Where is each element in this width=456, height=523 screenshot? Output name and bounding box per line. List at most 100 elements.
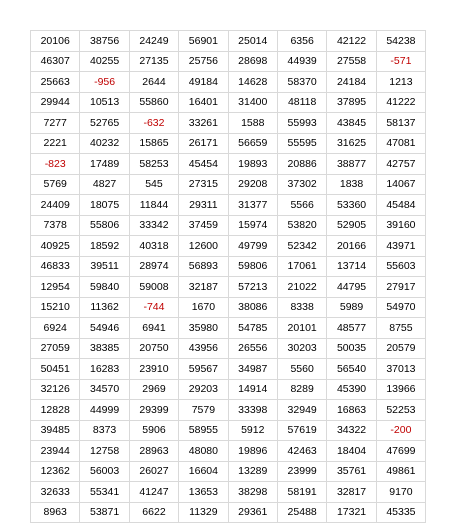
table-cell[interactable]: 2644 bbox=[128, 71, 180, 93]
table-cell[interactable]: 44795 bbox=[326, 276, 377, 298]
table-cell[interactable]: 55993 bbox=[276, 112, 328, 134]
table-cell[interactable]: 1670 bbox=[178, 296, 229, 318]
table-cell[interactable]: -956 bbox=[79, 71, 130, 93]
table-cell[interactable]: 59567 bbox=[178, 358, 229, 380]
table-cell[interactable]: 20886 bbox=[276, 153, 328, 175]
table-cell[interactable]: 16401 bbox=[178, 91, 229, 113]
table-cell[interactable]: 42122 bbox=[326, 30, 377, 52]
table-cell[interactable]: 45335 bbox=[375, 501, 427, 523]
table-cell[interactable]: 28963 bbox=[128, 440, 180, 462]
table-cell[interactable]: 46307 bbox=[29, 50, 81, 72]
table-cell[interactable]: 54946 bbox=[79, 317, 130, 339]
table-cell[interactable]: 55595 bbox=[276, 132, 328, 154]
table-cell[interactable]: 55603 bbox=[375, 255, 427, 277]
table-cell[interactable]: 28698 bbox=[227, 50, 278, 72]
table-cell[interactable]: 39160 bbox=[375, 214, 427, 236]
table-cell[interactable]: 47699 bbox=[375, 440, 427, 462]
table-cell[interactable]: 25488 bbox=[276, 501, 328, 523]
table-cell[interactable]: 58955 bbox=[178, 419, 229, 441]
table-cell[interactable]: 34987 bbox=[227, 358, 278, 380]
table-cell[interactable]: 25014 bbox=[227, 30, 278, 52]
table-cell[interactable]: 11329 bbox=[178, 501, 229, 523]
table-cell[interactable]: 58191 bbox=[276, 481, 328, 503]
table-cell[interactable]: 32633 bbox=[29, 481, 81, 503]
table-cell[interactable]: 14914 bbox=[227, 378, 278, 400]
table-cell[interactable]: 18404 bbox=[326, 440, 377, 462]
table-cell[interactable]: 57213 bbox=[227, 276, 278, 298]
table-cell[interactable]: 59840 bbox=[79, 276, 130, 298]
table-cell[interactable]: 29399 bbox=[128, 399, 180, 421]
table-cell[interactable]: 24409 bbox=[29, 194, 81, 216]
table-cell[interactable]: 23999 bbox=[276, 460, 328, 482]
table-cell[interactable]: 49799 bbox=[227, 235, 278, 257]
table-cell[interactable]: 32817 bbox=[326, 481, 377, 503]
table-cell[interactable]: 27315 bbox=[178, 173, 229, 195]
table-cell[interactable]: 6622 bbox=[128, 501, 180, 523]
table-cell[interactable]: 39485 bbox=[29, 419, 81, 441]
table-cell[interactable]: 12600 bbox=[178, 235, 229, 257]
table-cell[interactable]: 29203 bbox=[178, 378, 229, 400]
table-cell[interactable]: 11362 bbox=[79, 296, 130, 318]
table-cell[interactable]: 25663 bbox=[29, 71, 81, 93]
table-cell[interactable]: 59806 bbox=[227, 255, 278, 277]
table-cell[interactable]: 15865 bbox=[128, 132, 180, 154]
table-cell[interactable]: 31400 bbox=[227, 91, 278, 113]
table-cell[interactable]: 26556 bbox=[227, 337, 278, 359]
table-cell[interactable]: 15210 bbox=[29, 296, 81, 318]
table-cell[interactable]: 37013 bbox=[375, 358, 427, 380]
table-cell[interactable]: 58137 bbox=[375, 112, 427, 134]
table-cell[interactable]: -632 bbox=[128, 112, 180, 134]
table-cell[interactable]: 20101 bbox=[276, 317, 328, 339]
table-cell[interactable]: 29208 bbox=[227, 173, 278, 195]
table-cell[interactable]: 17061 bbox=[276, 255, 328, 277]
table-cell[interactable]: 40318 bbox=[128, 235, 180, 257]
table-cell[interactable]: -823 bbox=[29, 153, 81, 175]
table-cell[interactable]: 32949 bbox=[276, 399, 328, 421]
table-cell[interactable]: 53820 bbox=[276, 214, 328, 236]
table-cell[interactable]: 14067 bbox=[375, 173, 427, 195]
table-cell[interactable]: 56893 bbox=[178, 255, 229, 277]
table-cell[interactable]: 14628 bbox=[227, 71, 278, 93]
table-cell[interactable]: 24184 bbox=[326, 71, 377, 93]
table-cell[interactable]: 46833 bbox=[29, 255, 81, 277]
table-cell[interactable]: 11844 bbox=[128, 194, 180, 216]
table-cell[interactable]: 5912 bbox=[227, 419, 278, 441]
table-cell[interactable]: 53871 bbox=[79, 501, 130, 523]
table-cell[interactable]: 5560 bbox=[276, 358, 328, 380]
table-cell[interactable]: 52765 bbox=[79, 112, 130, 134]
table-cell[interactable]: 48118 bbox=[276, 91, 328, 113]
table-cell[interactable]: 13714 bbox=[326, 255, 377, 277]
table-cell[interactable]: 37302 bbox=[276, 173, 328, 195]
table-cell[interactable]: 40255 bbox=[79, 50, 130, 72]
table-cell[interactable]: 5566 bbox=[276, 194, 328, 216]
table-cell[interactable]: 47081 bbox=[375, 132, 427, 154]
table-cell[interactable]: 12758 bbox=[79, 440, 130, 462]
table-cell[interactable]: 27059 bbox=[29, 337, 81, 359]
table-cell[interactable]: 38298 bbox=[227, 481, 278, 503]
table-cell[interactable]: 33342 bbox=[128, 214, 180, 236]
table-cell[interactable]: 18592 bbox=[79, 235, 130, 257]
table-cell[interactable]: 48080 bbox=[178, 440, 229, 462]
table-cell[interactable]: 21022 bbox=[276, 276, 328, 298]
table-cell[interactable]: 53360 bbox=[326, 194, 377, 216]
table-cell[interactable]: 35761 bbox=[326, 460, 377, 482]
table-cell[interactable]: 6941 bbox=[128, 317, 180, 339]
table-cell[interactable]: 8289 bbox=[276, 378, 328, 400]
table-cell[interactable]: 27135 bbox=[128, 50, 180, 72]
table-cell[interactable]: 6924 bbox=[29, 317, 81, 339]
table-cell[interactable]: 56540 bbox=[326, 358, 377, 380]
table-cell[interactable]: 7277 bbox=[29, 112, 81, 134]
table-cell[interactable]: -744 bbox=[128, 296, 180, 318]
table-cell[interactable]: 39511 bbox=[79, 255, 130, 277]
table-cell[interactable]: 545 bbox=[128, 173, 180, 195]
table-cell[interactable]: 55860 bbox=[128, 91, 180, 113]
table-cell[interactable]: 55806 bbox=[79, 214, 130, 236]
table-cell[interactable]: 13653 bbox=[178, 481, 229, 503]
table-cell[interactable]: 45390 bbox=[326, 378, 377, 400]
table-cell[interactable]: 31377 bbox=[227, 194, 278, 216]
table-cell[interactable]: 5989 bbox=[326, 296, 377, 318]
table-cell[interactable]: 2969 bbox=[128, 378, 180, 400]
table-cell[interactable]: 10513 bbox=[79, 91, 130, 113]
table-cell[interactable]: 49184 bbox=[178, 71, 229, 93]
table-cell[interactable]: 8963 bbox=[29, 501, 81, 523]
